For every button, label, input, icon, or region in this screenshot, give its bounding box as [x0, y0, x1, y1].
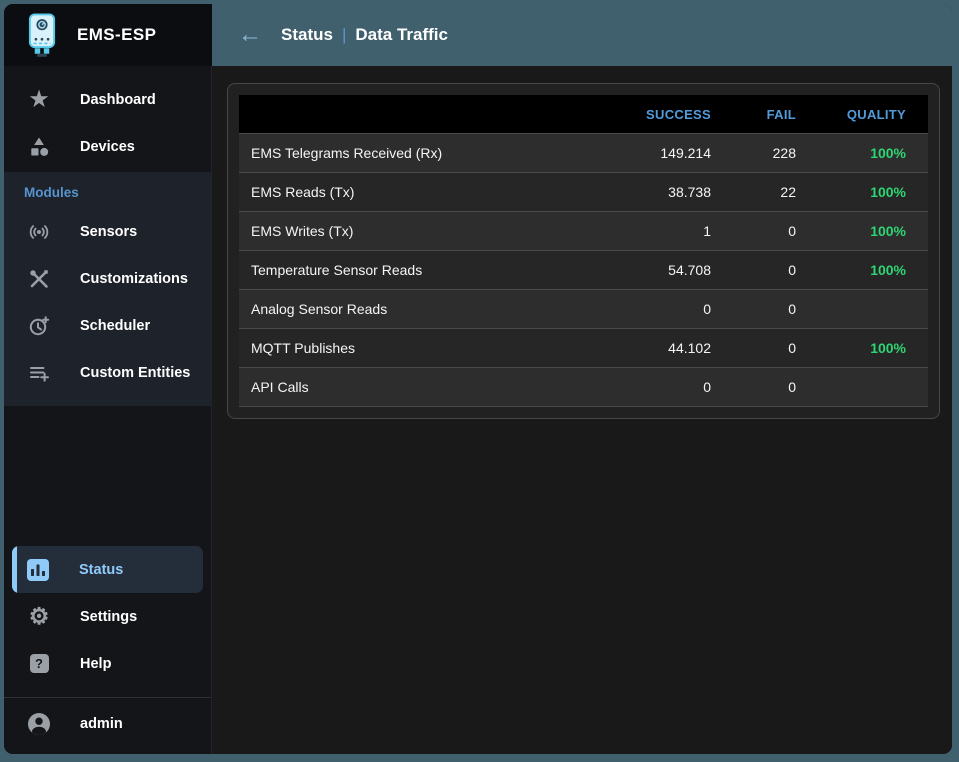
quality-value: 100% — [818, 172, 928, 212]
fail-column-header: FAIL — [733, 95, 818, 134]
metric-label: Temperature Sensor Reads — [239, 250, 613, 290]
fail-value: 0 — [733, 289, 818, 329]
help-icon: ? — [26, 654, 52, 673]
sidebar-item-label: Custom Entities — [80, 364, 191, 381]
metric-column-header — [239, 95, 613, 134]
success-value: 1 — [613, 211, 733, 251]
account-circle-icon — [26, 711, 52, 737]
modules-heading: Modules — [24, 185, 79, 200]
fail-value: 0 — [733, 250, 818, 290]
tools-icon — [26, 267, 52, 291]
quality-value: 100% — [818, 250, 928, 290]
table-row: EMS Writes (Tx) 1 0 100% — [239, 211, 928, 251]
sidebar-item-label: Settings — [80, 608, 138, 625]
metric-label: API Calls — [239, 367, 613, 407]
sidebar-item-label: Devices — [80, 138, 135, 155]
table-row: API Calls 0 0 — [239, 367, 928, 407]
sidebar-item-label: Status — [79, 561, 124, 578]
sidebar-item-user[interactable]: admin — [4, 698, 211, 750]
top-app-bar: ← Status | Data Traffic — [212, 4, 952, 66]
sidebar-item-status[interactable]: Status — [12, 546, 203, 593]
success-value: 0 — [613, 289, 733, 329]
sidebar-item-scheduler[interactable]: Scheduler — [4, 302, 211, 349]
breadcrumb: Status | Data Traffic — [281, 25, 448, 45]
breadcrumb-separator: | — [341, 25, 347, 44]
sidebar-item-customizations[interactable]: Customizations — [4, 255, 211, 302]
sidebar-item-label: Scheduler — [80, 317, 151, 334]
success-value: 149.214 — [613, 133, 733, 173]
sidebar-item-help[interactable]: ? Help — [4, 640, 211, 687]
metric-label: EMS Telegrams Received (Rx) — [239, 133, 613, 173]
page-title: Data Traffic — [355, 25, 448, 44]
sidebar-item-sensors[interactable]: Sensors — [4, 208, 211, 255]
sidebar: ★ Dashboard Devices Modules — [4, 66, 212, 754]
success-value: 0 — [613, 367, 733, 407]
sidebar-item-settings[interactable]: ⚙ Settings — [4, 593, 211, 640]
success-value: 38.738 — [613, 172, 733, 212]
success-value: 54.708 — [613, 250, 733, 290]
app-window: EMS-ESP ← Status | Data Traffic ★ Dashbo… — [4, 4, 952, 754]
metric-label: EMS Reads (Tx) — [239, 172, 613, 212]
sidebar-item-label: Sensors — [80, 223, 138, 240]
bar-chart-icon — [25, 558, 51, 581]
sidebar-modules-section: Modules Sensors — [4, 172, 211, 406]
username-label: admin — [80, 716, 123, 732]
sidebar-item-custom-entities[interactable]: Custom Entities — [4, 349, 211, 396]
quality-value — [818, 367, 928, 407]
sidebar-divider — [4, 697, 211, 698]
data-traffic-card: SUCCESS FAIL QUALITY EMS Telegrams Recei… — [227, 83, 940, 419]
sidebar-item-label: Dashboard — [80, 91, 156, 108]
table-row: EMS Telegrams Received (Rx) 149.214 228 … — [239, 133, 928, 173]
success-value: 44.102 — [613, 328, 733, 368]
quality-value: 100% — [818, 133, 928, 173]
metric-label: EMS Writes (Tx) — [239, 211, 613, 251]
playlist-add-icon — [26, 361, 52, 385]
fail-value: 0 — [733, 211, 818, 251]
fail-value: 0 — [733, 367, 818, 407]
metric-label: Analog Sensor Reads — [239, 289, 613, 329]
table-header-row: SUCCESS FAIL QUALITY — [239, 95, 928, 134]
ems-esp-logo-icon — [22, 12, 62, 58]
fail-value: 228 — [733, 133, 818, 173]
sidebar-item-label: Customizations — [80, 270, 188, 287]
data-traffic-table: SUCCESS FAIL QUALITY EMS Telegrams Recei… — [239, 95, 928, 407]
main-content: SUCCESS FAIL QUALITY EMS Telegrams Recei… — [212, 66, 952, 754]
sidebar-header: EMS-ESP — [4, 4, 212, 66]
sidebar-item-label: Help — [80, 655, 112, 672]
sidebar-item-dashboard[interactable]: ★ Dashboard — [4, 76, 211, 123]
table-row: Temperature Sensor Reads 54.708 0 100% — [239, 250, 928, 290]
star-icon: ★ — [29, 88, 49, 111]
app-title: EMS-ESP — [77, 25, 157, 44]
sensors-icon — [26, 220, 52, 244]
metric-label: MQTT Publishes — [239, 328, 613, 368]
table-row: EMS Reads (Tx) 38.738 22 100% — [239, 172, 928, 212]
clock-plus-icon — [26, 314, 52, 338]
back-arrow-icon[interactable]: ← — [238, 21, 262, 48]
gear-icon: ⚙ — [28, 603, 50, 629]
sidebar-item-devices[interactable]: Devices — [4, 123, 211, 170]
fail-value: 22 — [733, 172, 818, 212]
quality-value: 100% — [818, 211, 928, 251]
selected-indicator-bar — [12, 546, 17, 593]
sidebar-spacer — [4, 406, 211, 546]
fail-value: 0 — [733, 328, 818, 368]
category-shapes-icon — [26, 135, 52, 159]
breadcrumb-section: Status — [281, 25, 333, 44]
success-column-header: SUCCESS — [613, 95, 733, 134]
quality-value: 100% — [818, 328, 928, 368]
quality-column-header: QUALITY — [818, 95, 928, 134]
table-row: MQTT Publishes 44.102 0 100% — [239, 328, 928, 368]
table-row: Analog Sensor Reads 0 0 — [239, 289, 928, 329]
quality-value — [818, 289, 928, 329]
